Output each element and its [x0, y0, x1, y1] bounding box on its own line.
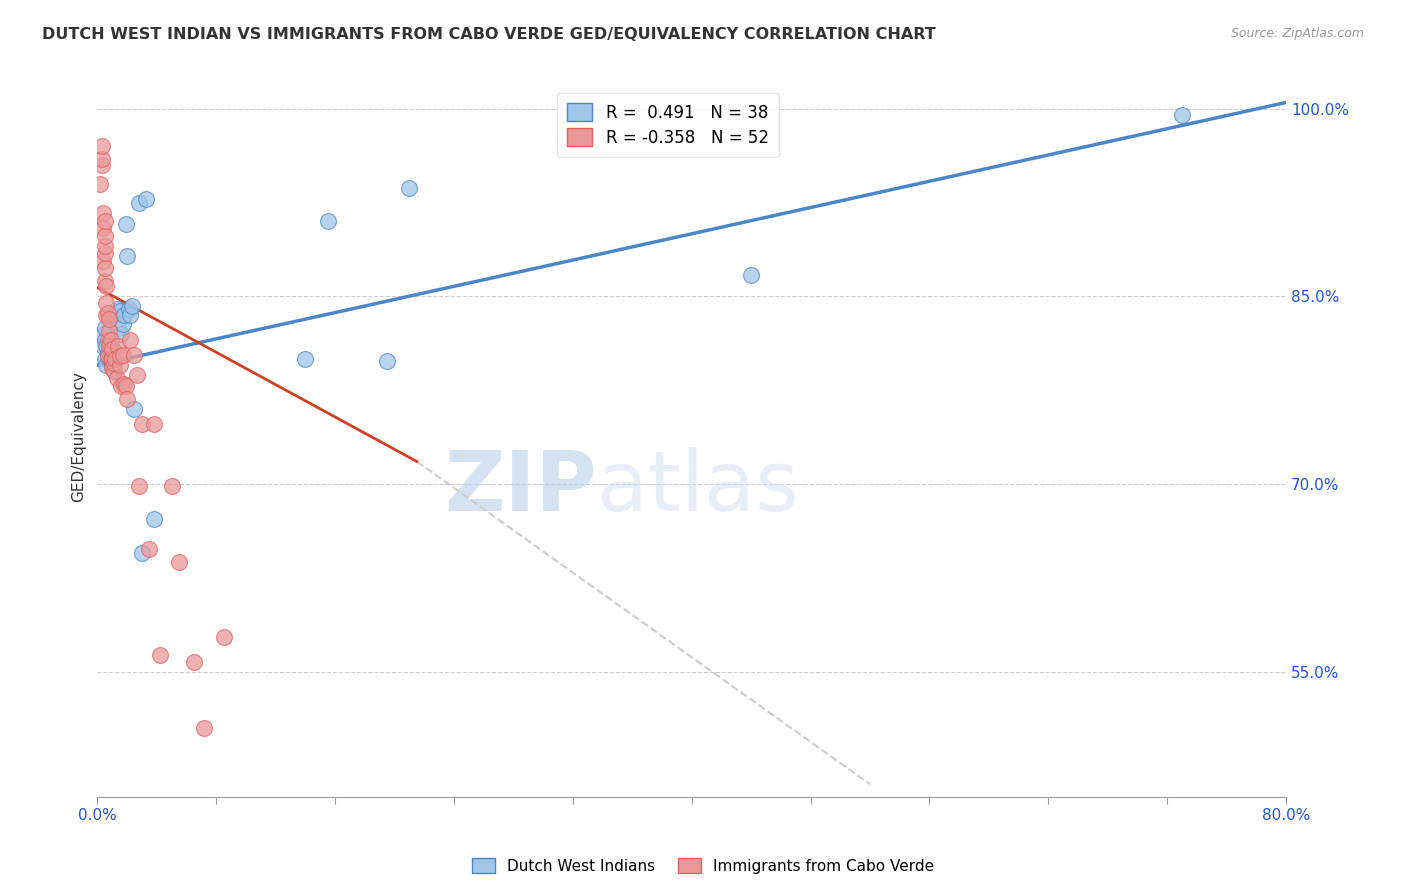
Point — [101, 342, 124, 356]
Point — [94, 333, 117, 347]
Point — [111, 348, 134, 362]
Point — [112, 308, 135, 322]
Point — [96, 358, 118, 372]
Point — [149, 648, 172, 663]
Point — [96, 279, 118, 293]
Point — [110, 326, 132, 341]
Point — [98, 351, 121, 366]
Point — [138, 541, 160, 556]
Point — [183, 655, 205, 669]
Point — [101, 351, 124, 366]
Point — [89, 177, 111, 191]
Point — [111, 317, 134, 331]
Point — [193, 721, 215, 735]
Point — [100, 333, 122, 347]
Point — [105, 370, 128, 384]
Legend: Dutch West Indians, Immigrants from Cabo Verde: Dutch West Indians, Immigrants from Cabo… — [465, 852, 941, 880]
Point — [104, 351, 127, 366]
Legend: R =  0.491   N = 38, R = -0.358   N = 52: R = 0.491 N = 38, R = -0.358 N = 52 — [557, 93, 779, 157]
Point — [94, 214, 117, 228]
Point — [100, 339, 122, 353]
Point — [90, 139, 112, 153]
Point — [1171, 108, 1194, 122]
Point — [97, 333, 120, 347]
Point — [375, 354, 398, 368]
Point — [94, 245, 117, 260]
Point — [91, 220, 114, 235]
Point — [740, 268, 762, 282]
Point — [94, 351, 117, 366]
Text: atlas: atlas — [596, 447, 799, 528]
Point — [100, 351, 122, 366]
Point — [114, 379, 136, 393]
Point — [98, 337, 121, 351]
Point — [294, 351, 316, 366]
Point — [105, 301, 128, 316]
Point — [91, 254, 114, 268]
Point — [98, 339, 121, 353]
Text: ZIP: ZIP — [444, 447, 596, 528]
Point — [167, 555, 190, 569]
Point — [103, 364, 125, 378]
Point — [212, 630, 235, 644]
Point — [96, 339, 118, 353]
Point — [398, 180, 420, 194]
Point — [104, 308, 127, 322]
Point — [115, 392, 138, 406]
Point — [91, 326, 114, 341]
Point — [97, 350, 120, 364]
Point — [131, 417, 153, 431]
Point — [97, 345, 120, 359]
Point — [96, 308, 118, 322]
Point — [124, 401, 146, 416]
Point — [128, 195, 150, 210]
Point — [90, 152, 112, 166]
Y-axis label: GED/Equivalency: GED/Equivalency — [72, 372, 86, 502]
Point — [121, 299, 143, 313]
Point — [91, 205, 114, 219]
Text: Source: ZipAtlas.com: Source: ZipAtlas.com — [1230, 27, 1364, 40]
Point — [107, 320, 129, 334]
Point — [94, 274, 117, 288]
Point — [117, 301, 139, 316]
Point — [110, 379, 132, 393]
Point — [96, 295, 118, 310]
Point — [142, 417, 165, 431]
Text: DUTCH WEST INDIAN VS IMMIGRANTS FROM CABO VERDE GED/EQUIVALENCY CORRELATION CHAR: DUTCH WEST INDIAN VS IMMIGRANTS FROM CAB… — [42, 27, 936, 42]
Point — [128, 479, 150, 493]
Point — [101, 358, 124, 372]
Point — [124, 348, 146, 362]
Point — [108, 358, 131, 372]
Point — [127, 368, 149, 383]
Point — [101, 342, 124, 356]
Point — [142, 512, 165, 526]
Point — [103, 356, 125, 370]
Point — [100, 351, 122, 366]
Point — [94, 239, 117, 253]
Point — [316, 214, 339, 228]
Point — [131, 546, 153, 560]
Point — [94, 320, 117, 334]
Point — [94, 260, 117, 275]
Point — [112, 376, 135, 391]
Point — [94, 229, 117, 244]
Point — [101, 360, 124, 375]
Point — [115, 249, 138, 263]
Point — [90, 158, 112, 172]
Point — [160, 479, 183, 493]
Point — [108, 350, 131, 364]
Point — [114, 217, 136, 231]
Point — [91, 339, 114, 353]
Point — [107, 339, 129, 353]
Point — [118, 333, 141, 347]
Point — [103, 364, 125, 378]
Point — [118, 308, 141, 322]
Point — [98, 311, 121, 326]
Point — [135, 192, 157, 206]
Point — [97, 305, 120, 319]
Point — [108, 304, 131, 318]
Point — [98, 324, 121, 338]
